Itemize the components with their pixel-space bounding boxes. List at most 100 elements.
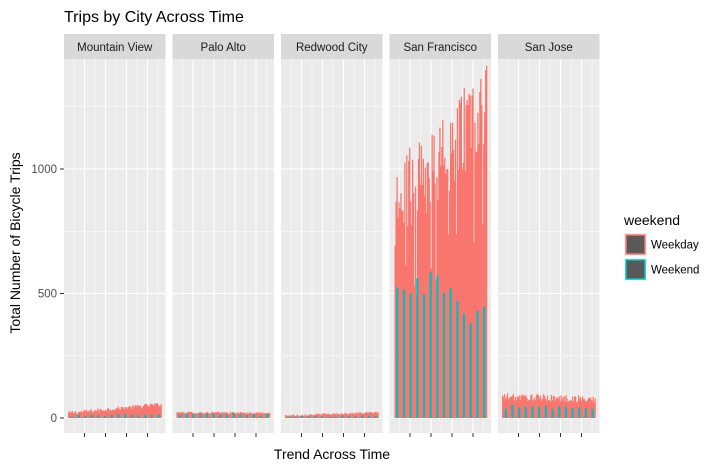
weekday-bar — [140, 405, 142, 418]
weekday-bar — [355, 412, 357, 418]
weekday-bar — [196, 413, 199, 418]
weekday-bar — [90, 409, 92, 418]
weekday-bar — [195, 413, 197, 418]
weekend-bar — [591, 408, 594, 418]
weekday-bar — [243, 412, 245, 418]
weekday-bar — [468, 93, 470, 419]
weekday-bar — [92, 412, 94, 418]
legend: weekend Weekday Weekend — [623, 212, 699, 281]
weekday-bar — [450, 153, 453, 418]
weekday-bar — [535, 400, 537, 418]
weekend-bar — [239, 414, 242, 418]
weekday-bar — [401, 211, 403, 418]
weekday-bar — [94, 409, 96, 418]
weekday-bar — [533, 399, 535, 418]
weekday-bar — [146, 405, 149, 418]
weekend-bar — [117, 413, 120, 418]
weekday-bar — [465, 104, 467, 419]
weekday-bar — [298, 415, 300, 418]
weekday-bar — [93, 411, 95, 418]
weekday-bar — [517, 397, 519, 418]
weekday-bar — [133, 408, 135, 418]
weekday-bar — [108, 410, 111, 418]
weekday-bar — [144, 404, 147, 418]
weekday-bar — [85, 409, 87, 418]
weekday-bar — [346, 413, 348, 418]
weekday-bar — [548, 399, 551, 418]
weekday-bar — [530, 395, 532, 418]
weekday-bar — [372, 413, 374, 418]
weekday-bar — [261, 412, 263, 418]
weekday-bar — [453, 180, 456, 418]
weekday-bar — [562, 397, 564, 418]
weekday-bar — [137, 404, 139, 418]
weekday-bar — [326, 414, 329, 418]
weekday-bar — [349, 412, 351, 418]
weekday-bar — [105, 411, 108, 418]
weekday-bar — [70, 412, 73, 418]
weekday-bar — [177, 412, 179, 418]
weekday-bar — [406, 155, 408, 418]
weekend-bar — [185, 413, 189, 418]
weekday-bar — [214, 412, 216, 418]
weekday-bar — [100, 408, 102, 418]
weekday-bar — [371, 412, 373, 418]
weekday-bar — [569, 400, 571, 418]
weekday-bar — [504, 399, 507, 418]
weekday-bar — [521, 394, 523, 418]
weekday-bar — [125, 407, 127, 418]
weekday-bar — [264, 413, 266, 418]
weekday-bar — [572, 396, 574, 418]
weekday-bar — [73, 412, 76, 418]
x-axis-title: Trend Across Time — [274, 446, 390, 462]
weekday-bar — [555, 397, 557, 418]
weekday-bar — [106, 408, 109, 418]
weekday-bar — [155, 403, 157, 418]
weekday-bar — [587, 397, 589, 418]
legend-item: Weekend — [624, 258, 699, 281]
facet-strip-label: San Francisco — [403, 42, 477, 54]
weekday-bar — [237, 412, 240, 418]
weekday-bar — [123, 409, 125, 418]
weekend-bar — [77, 415, 80, 418]
weekday-bar — [306, 415, 308, 418]
weekday-bar — [128, 406, 130, 418]
weekday-bar — [322, 413, 324, 418]
weekday-bar — [412, 159, 414, 418]
weekend-bar — [511, 404, 514, 418]
weekday-bar — [317, 414, 319, 418]
weekday-bar — [543, 396, 546, 418]
weekend-bar — [294, 416, 297, 418]
facet-strip-label: Palo Alto — [201, 42, 246, 54]
weekday-bar — [131, 406, 133, 418]
weekday-bar — [574, 396, 576, 418]
weekday-bar — [257, 412, 259, 418]
weekday-bar — [462, 162, 464, 418]
weekend-bar — [462, 313, 466, 418]
weekday-bar — [201, 412, 204, 418]
weekday-bar — [287, 415, 290, 418]
weekday-bar — [336, 412, 338, 418]
weekday-bar — [247, 413, 249, 418]
weekday-bar — [80, 411, 82, 418]
y-axis-tick-label: 500 — [38, 289, 57, 301]
weekday-bar — [340, 413, 342, 418]
weekday-bar — [408, 160, 410, 419]
weekday-bar — [471, 95, 473, 419]
weekday-bar — [395, 201, 397, 418]
weekday-bar — [222, 412, 224, 418]
weekday-bar — [210, 412, 212, 418]
weekday-bar — [68, 412, 70, 418]
weekday-bar — [463, 87, 465, 419]
weekend-bar — [199, 413, 202, 418]
weekday-bar — [470, 147, 472, 418]
weekday-bar — [345, 413, 347, 418]
weekday-bar — [68, 411, 71, 418]
weekday-bar — [322, 413, 325, 418]
weekend-bar — [84, 415, 87, 418]
weekend-bar — [347, 416, 350, 418]
weekday-bar — [528, 399, 530, 418]
weekday-bar — [310, 414, 312, 418]
weekend-bar — [564, 406, 567, 418]
weekday-bar — [81, 412, 83, 418]
